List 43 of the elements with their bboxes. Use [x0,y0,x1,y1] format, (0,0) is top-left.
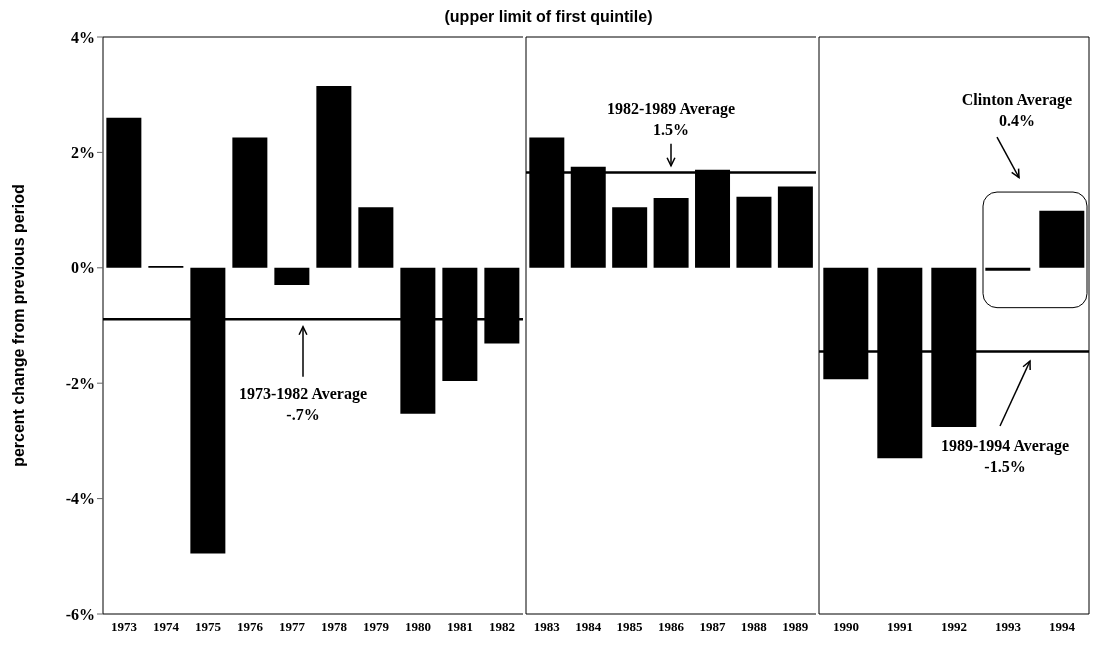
x-tick-label: 1990 [833,619,859,635]
x-tick-label: 1982 [489,619,515,635]
bar [274,267,310,286]
x-tick-label: 1974 [153,619,180,635]
x-tick-label: 1988 [740,619,768,635]
ref-line-label: 1982-1989 Average 1.5% [606,99,736,138]
x-tick-label: 1991 [887,619,913,635]
bar [232,137,268,268]
x-tick-label: 1979 [363,619,390,635]
x-tick-label: 1983 [533,619,561,635]
x-tick-label: 1980 [405,619,431,635]
x-tick-label: 1986 [658,619,685,635]
bar [358,207,394,268]
x-tick-label: 1993 [995,619,1022,635]
x-tick-label: 1975 [195,619,222,635]
bar [316,86,352,268]
annotation: Clinton Average 0.4% [961,91,1073,130]
y-tick-label: -2% [65,374,95,392]
bar [612,207,648,268]
x-tick-label: 1987 [699,619,726,635]
y-tick-label: 0% [71,259,95,277]
x-tick-label: 1973 [111,619,138,635]
bar [777,186,813,268]
bar [736,196,772,268]
x-tick-label: 1985 [616,619,644,635]
y-axis-title: percent change from previous period [9,184,27,467]
y-tick-label: -6% [65,605,95,623]
x-tick-label: 1976 [237,619,264,635]
x-tick-label: 1981 [447,619,473,635]
x-tick-label: 1989 [782,619,809,635]
y-tick-label: 4% [71,28,95,46]
x-tick-label: 1978 [321,619,348,635]
ref-line-label: 1989-1994 Average -1.5% [940,437,1070,476]
bar [653,197,689,268]
ref-line-label: 1973-1982 Average -.7% [238,384,368,423]
x-tick-label: 1977 [279,619,306,635]
bar [106,117,142,268]
y-tick-label: 2% [71,144,95,162]
x-tick-label: 1992 [941,619,967,635]
x-tick-label: 1994 [1049,619,1076,635]
chart-title: (upper limit of first quintile) [443,8,654,27]
x-tick-label: 1984 [575,619,602,635]
y-tick-label: -4% [65,490,95,508]
